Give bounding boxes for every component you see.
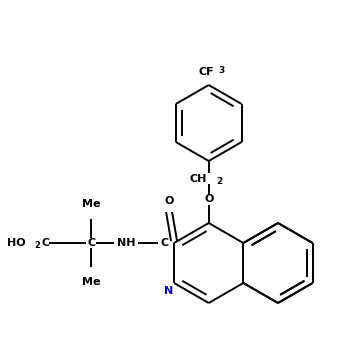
Text: 2: 2 xyxy=(34,241,40,251)
Text: C: C xyxy=(41,238,49,248)
Text: Me: Me xyxy=(82,199,100,209)
Text: O: O xyxy=(164,196,174,206)
Text: C: C xyxy=(160,238,168,248)
Text: C: C xyxy=(87,238,95,248)
Text: CF: CF xyxy=(199,67,214,77)
Text: CH: CH xyxy=(189,174,207,184)
Text: Me: Me xyxy=(82,277,100,287)
Text: O: O xyxy=(204,194,213,204)
Text: NH: NH xyxy=(117,238,135,248)
Text: HO: HO xyxy=(8,238,26,248)
Text: 3: 3 xyxy=(219,66,225,75)
Text: N: N xyxy=(164,286,174,296)
Text: 2: 2 xyxy=(217,177,223,186)
